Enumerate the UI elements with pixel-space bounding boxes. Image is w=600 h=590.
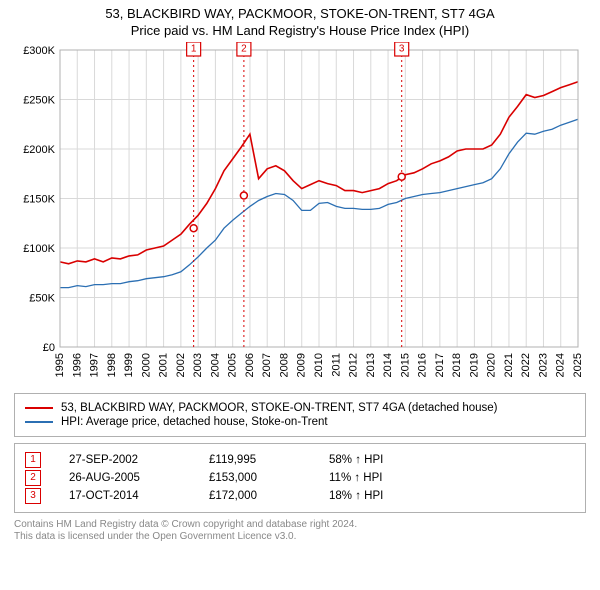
svg-text:2017: 2017 xyxy=(434,353,446,377)
sales-price: £172,000 xyxy=(209,490,329,502)
svg-text:1998: 1998 xyxy=(106,353,118,377)
svg-text:2011: 2011 xyxy=(330,353,342,377)
svg-text:£200K: £200K xyxy=(23,144,55,156)
sales-vs-hpi: 18% ↑ HPI xyxy=(329,490,575,502)
svg-text:2013: 2013 xyxy=(365,353,377,377)
svg-text:1996: 1996 xyxy=(71,353,83,377)
svg-text:2004: 2004 xyxy=(209,353,221,377)
svg-text:2018: 2018 xyxy=(451,353,463,377)
chart-title: 53, BLACKBIRD WAY, PACKMOOR, STOKE-ON-TR… xyxy=(14,6,586,40)
svg-text:2007: 2007 xyxy=(261,353,273,377)
svg-text:2002: 2002 xyxy=(175,353,187,377)
sales-vs-hpi: 11% ↑ HPI xyxy=(329,472,575,484)
svg-text:£300K: £300K xyxy=(23,45,55,57)
svg-text:£250K: £250K xyxy=(23,94,55,106)
sales-marker-number: 1 xyxy=(25,452,41,468)
svg-text:£150K: £150K xyxy=(23,193,55,205)
svg-text:1997: 1997 xyxy=(89,353,101,377)
legend-label: 53, BLACKBIRD WAY, PACKMOOR, STOKE-ON-TR… xyxy=(61,402,498,414)
sales-table: 1 27-SEP-2002£119,99558% ↑ HPI 2 26-AUG-200… xyxy=(14,443,586,513)
svg-text:2010: 2010 xyxy=(313,353,325,377)
svg-text:1999: 1999 xyxy=(123,353,135,377)
svg-text:2025: 2025 xyxy=(572,353,584,377)
svg-text:1995: 1995 xyxy=(54,353,66,377)
price-chart: £0 £50K £100K £150K £200K £250K £300K 1995 1996 1… xyxy=(14,42,586,387)
title-line2: Price paid vs. HM Land Registry's House … xyxy=(14,23,586,40)
legend-row: 53, BLACKBIRD WAY, PACKMOOR, STOKE-ON-TR… xyxy=(25,402,575,414)
sales-marker-number: 3 xyxy=(25,488,41,504)
svg-text:£50K: £50K xyxy=(29,292,55,304)
svg-text:2015: 2015 xyxy=(399,353,411,377)
attribution-line2: This data is licensed under the Open Gov… xyxy=(14,531,586,544)
svg-text:2008: 2008 xyxy=(278,353,290,377)
svg-text:2023: 2023 xyxy=(537,353,549,377)
legend-row: HPI: Average price, detached house, Stok… xyxy=(25,416,575,428)
svg-text:2014: 2014 xyxy=(382,353,394,377)
svg-text:2021: 2021 xyxy=(503,353,515,377)
attribution-line1: Contains HM Land Registry data © Crown c… xyxy=(14,519,586,532)
sales-price: £119,995 xyxy=(209,454,329,466)
svg-text:2000: 2000 xyxy=(140,353,152,377)
svg-text:2022: 2022 xyxy=(520,353,532,377)
svg-text:£100K: £100K xyxy=(23,243,55,255)
legend-swatch xyxy=(25,407,53,409)
title-line1: 53, BLACKBIRD WAY, PACKMOOR, STOKE-ON-TR… xyxy=(14,6,586,23)
sales-row: 3 17-OCT-2014£172,00018% ↑ HPI xyxy=(25,488,575,504)
svg-text:3: 3 xyxy=(399,43,405,54)
svg-text:2006: 2006 xyxy=(244,353,256,377)
svg-text:1: 1 xyxy=(191,43,197,54)
legend-swatch xyxy=(25,421,53,423)
sales-date: 17-OCT-2014 xyxy=(69,490,209,502)
svg-text:2016: 2016 xyxy=(417,353,429,377)
svg-text:£0: £0 xyxy=(43,342,55,354)
sales-marker-number: 2 xyxy=(25,470,41,486)
attribution: Contains HM Land Registry data © Crown c… xyxy=(14,519,586,544)
svg-text:2001: 2001 xyxy=(158,353,170,377)
sales-row: 2 26-AUG-2005£153,00011% ↑ HPI xyxy=(25,470,575,486)
svg-text:2: 2 xyxy=(241,43,247,54)
sales-price: £153,000 xyxy=(209,472,329,484)
svg-text:2024: 2024 xyxy=(555,353,567,377)
sales-vs-hpi: 58% ↑ HPI xyxy=(329,454,575,466)
svg-text:2012: 2012 xyxy=(348,353,360,377)
svg-text:2005: 2005 xyxy=(227,353,239,377)
svg-text:2020: 2020 xyxy=(486,353,498,377)
sales-date: 26-AUG-2005 xyxy=(69,472,209,484)
sales-row: 1 27-SEP-2002£119,99558% ↑ HPI xyxy=(25,452,575,468)
svg-text:2009: 2009 xyxy=(296,353,308,377)
svg-text:2003: 2003 xyxy=(192,353,204,377)
sales-date: 27-SEP-2002 xyxy=(69,454,209,466)
svg-text:2019: 2019 xyxy=(468,353,480,377)
legend-label: HPI: Average price, detached house, Stok… xyxy=(61,416,328,428)
legend: 53, BLACKBIRD WAY, PACKMOOR, STOKE-ON-TR… xyxy=(14,393,586,437)
